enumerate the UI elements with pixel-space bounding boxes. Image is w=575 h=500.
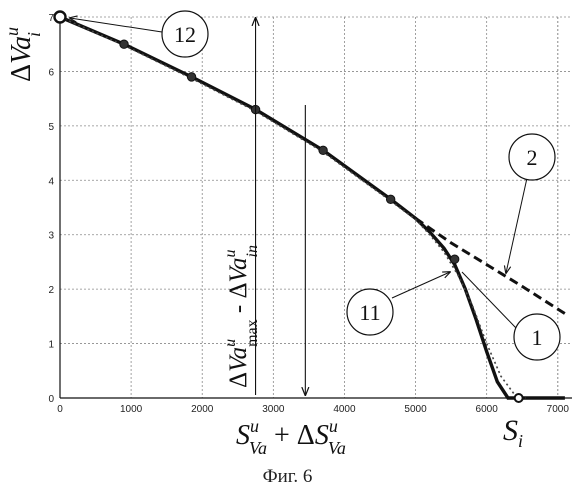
y-tick-label: 1 bbox=[48, 340, 54, 351]
x-tick-label: 2000 bbox=[191, 404, 214, 415]
x-tick-label: 0 bbox=[57, 404, 63, 415]
figure-caption: Фиг. 6 bbox=[0, 466, 575, 488]
y-tick-labels: 01234567 bbox=[48, 13, 54, 405]
y-axis-label: ΔVaui bbox=[2, 27, 44, 82]
series-layer bbox=[60, 17, 565, 398]
x-tick-label: 6000 bbox=[476, 404, 499, 415]
callout-2-leader bbox=[506, 178, 527, 273]
callout-12-leader bbox=[70, 18, 162, 32]
x-tick-label: 5000 bbox=[404, 404, 427, 415]
series-line-curve-1 bbox=[60, 17, 526, 398]
x-end-label: Si bbox=[503, 414, 523, 451]
grid bbox=[60, 17, 572, 398]
callout-2-text: 2 bbox=[527, 145, 538, 170]
x-tick-label: 4000 bbox=[333, 404, 356, 415]
y-tick-label: 5 bbox=[48, 122, 54, 133]
data-point bbox=[187, 73, 195, 81]
series-line-curve-2 bbox=[416, 218, 565, 313]
plot-frame bbox=[60, 17, 572, 398]
data-point bbox=[319, 146, 327, 154]
x-tick-labels: 0 1000 2000 3000 4000 5000 6000 7000 bbox=[57, 404, 569, 415]
x-tick-label: 7000 bbox=[547, 404, 570, 415]
end-point bbox=[515, 394, 523, 402]
y-tick-label: 4 bbox=[48, 176, 54, 187]
callout-12-text: 12 bbox=[174, 22, 196, 47]
arrow-layer bbox=[256, 18, 306, 395]
x-tick-label: 1000 bbox=[120, 404, 143, 415]
callout-11-leader bbox=[392, 272, 450, 298]
y-tick-label: 3 bbox=[48, 231, 54, 242]
callout-1-text: 1 bbox=[532, 325, 543, 350]
series-line-curve-11 bbox=[60, 17, 565, 398]
y-tick-label: 2 bbox=[48, 285, 54, 296]
data-point bbox=[120, 40, 128, 48]
start-point bbox=[55, 12, 66, 23]
chart: 01000200030004000500060007000 01234567 1… bbox=[0, 0, 575, 465]
data-point bbox=[386, 195, 394, 203]
y-tick-label: 0 bbox=[48, 394, 54, 405]
y-tick-label: 6 bbox=[48, 67, 54, 78]
x-tick-label: 3000 bbox=[262, 404, 285, 415]
callout-11-text: 11 bbox=[359, 300, 380, 325]
data-point bbox=[450, 255, 458, 263]
x-axis-label: SuVa + ΔSuVa bbox=[236, 416, 346, 458]
